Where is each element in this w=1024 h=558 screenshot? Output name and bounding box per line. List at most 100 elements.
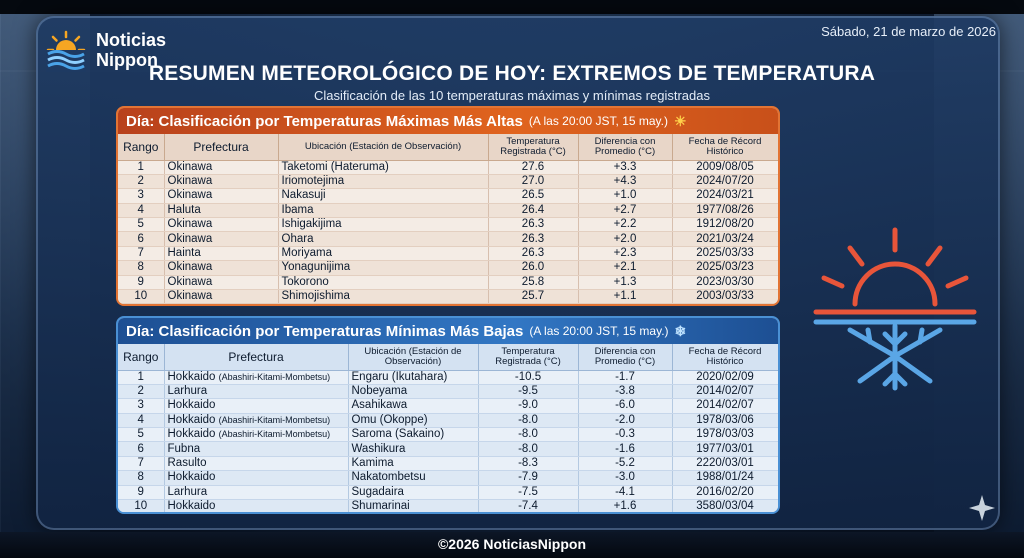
temperature-cell: 26.0 <box>488 260 579 276</box>
rank-cell: 2 <box>118 174 165 190</box>
col-location: Ubicación (Estación de Observación) <box>278 134 489 161</box>
rank-cell: 6 <box>118 231 165 247</box>
table-row: 6 Okinawa Ohara 26.3 +2.0 2021/03/24 <box>118 231 778 247</box>
table-row: 4 Hokkaido (Abashiri-Kitami-Mombetsu) Omu … <box>118 413 778 429</box>
location-cell: Moriyama <box>278 246 489 262</box>
col-record-date: Fecha de Récord Histórico <box>672 134 778 161</box>
rank-cell: 1 <box>118 370 165 385</box>
location-cell: Taketomi (Hateruma) <box>278 160 489 175</box>
rank-cell: 3 <box>118 398 165 414</box>
location-cell: Nobeyama <box>348 384 479 400</box>
prefecture-cell: Okinawa <box>164 260 279 276</box>
col-location: Ubicación (Estación de Observación) <box>348 344 479 371</box>
temperature-cell: -8.0 <box>478 413 579 429</box>
record-date-cell: 1977/08/26 <box>672 203 778 219</box>
location-cell: Nakasuji <box>278 188 489 204</box>
table-row: 1 Hokkaido (Abashiri-Kitami-Mombetsu) Enga… <box>118 370 778 385</box>
location-cell: Nakatombetsu <box>348 470 479 486</box>
table-row: 9 Larhura Sugadaira -7.5 -4.1 2016/02/20 <box>118 485 778 501</box>
col-rank: Rango <box>118 344 165 371</box>
record-date-cell: 2020/02/09 <box>672 370 778 385</box>
record-date-cell: 2021/03/24 <box>672 231 778 247</box>
difference-cell: -2.0 <box>578 413 673 429</box>
prefecture-cell: Larhura <box>164 384 349 400</box>
temperature-cell: -7.5 <box>478 485 579 501</box>
prefecture-cell: Hokkaido (Abashiri-Kitami-Mombetsu) <box>164 427 349 443</box>
location-cell: Tokorono <box>278 275 489 291</box>
record-date-cell: 2025/03/23 <box>672 260 778 276</box>
difference-cell: +1.0 <box>578 188 673 204</box>
page-title: RESUMEN METEOROLÓGICO DE HOY: EXTREMOS D… <box>148 62 876 85</box>
prefecture-cell: Hokkaido <box>164 470 349 486</box>
table-row: 3 Hokkaido Asahikawa -9.0 -6.0 2014/02/07 <box>118 398 778 414</box>
prefecture-cell: Fubna <box>164 441 349 457</box>
rank-cell: 6 <box>118 441 165 457</box>
col-temperature: Temperatura Registrada (°C) <box>488 134 579 161</box>
prefecture-cell: Hokkaido (Abashiri-Kitami-Mombetsu) <box>164 413 349 429</box>
col-temperature: Temperatura Registrada (°C) <box>478 344 579 371</box>
prefecture-cell: Okinawa <box>164 174 279 190</box>
temperature-cell: 26.3 <box>488 231 579 247</box>
record-date-cell: 1978/03/03 <box>672 427 778 443</box>
record-date-cell: 1978/03/06 <box>672 413 778 429</box>
table-row: 4 Haluta Ibama 26.4 +2.7 1977/08/26 <box>118 203 778 219</box>
col-difference: Diferencia con Promedio (°C) <box>578 344 673 371</box>
record-date-cell: 2220/03/01 <box>672 456 778 472</box>
temperature-cell: -9.5 <box>478 384 579 400</box>
record-date-cell: 3580/03/04 <box>672 499 778 512</box>
location-cell: Saroma (Sakaino) <box>348 427 479 443</box>
temperature-cell: 26.5 <box>488 188 579 204</box>
table-row: 9 Okinawa Tokorono 25.8 +1.3 2023/03/30 <box>118 275 778 291</box>
difference-cell: +2.1 <box>578 260 673 276</box>
table-row: 1 Okinawa Taketomi (Hateruma) 27.6 +3.3 2009/… <box>118 160 778 175</box>
temperature-cell: -8.0 <box>478 441 579 457</box>
location-cell: Omu (Okoppe) <box>348 413 479 429</box>
table-header-row: Rango Prefectura Ubicación (Estación de … <box>118 344 778 371</box>
col-rank: Rango <box>118 134 165 161</box>
prefecture-name: Larhura <box>167 385 208 398</box>
record-date-cell: 1988/01/24 <box>672 470 778 486</box>
record-date-cell: 2014/02/07 <box>672 384 778 400</box>
rank-cell: 2 <box>118 384 165 400</box>
prefecture-name: Hokkaido <box>167 399 216 412</box>
table-row: 10 Okinawa Shimojishima 25.7 +1.1 2003/03/33 <box>118 289 778 304</box>
temperature-cell: 26.3 <box>488 217 579 233</box>
prefecture-subregion: (Abashiri-Kitami-Mombetsu) <box>218 371 331 382</box>
rank-cell: 1 <box>118 160 165 175</box>
rank-cell: 8 <box>118 470 165 486</box>
prefecture-cell: Okinawa <box>164 275 279 291</box>
prefecture-name: Hokkaido <box>167 500 216 513</box>
difference-cell: +4.3 <box>578 174 673 190</box>
difference-cell: +1.3 <box>578 275 673 291</box>
rank-cell: 9 <box>118 485 165 501</box>
difference-cell: +3.3 <box>578 160 673 175</box>
record-date-cell: 2023/03/30 <box>672 275 778 291</box>
sun-snowflake-icon <box>813 227 977 391</box>
difference-cell: +1.1 <box>578 289 673 304</box>
table-row: 2 Okinawa Iriomotejima 27.0 +4.3 2024/07/20 <box>118 174 778 190</box>
difference-cell: -1.7 <box>578 370 673 385</box>
record-date-cell: 2024/07/20 <box>672 174 778 190</box>
temperature-cell: -7.9 <box>478 470 579 486</box>
prefecture-cell: Hainta <box>164 246 279 262</box>
prefecture-subregion: (Abashiri-Kitami-Mombetsu) <box>218 429 331 440</box>
table-row: 8 Okinawa Yonagunijima 26.0 +2.1 2025/03/23 <box>118 260 778 276</box>
table-row: 5 Hokkaido (Abashiri-Kitami-Mombetsu) Saro… <box>118 427 778 443</box>
difference-cell: +2.7 <box>578 203 673 219</box>
temperature-cell: 27.0 <box>488 174 579 190</box>
difference-cell: +1.6 <box>578 499 673 512</box>
sun-icon: ☀ <box>673 112 687 129</box>
rank-cell: 5 <box>118 427 165 443</box>
difference-cell: -0.3 <box>578 427 673 443</box>
difference-cell: -3.8 <box>578 384 673 400</box>
location-cell: Asahikawa <box>348 398 479 414</box>
prefecture-name: Hokkaido <box>167 428 216 441</box>
record-date-cell: 2014/02/07 <box>672 398 778 414</box>
table-row: 7 Rasulto Kamima -8.3 -5.2 2220/03/01 <box>118 456 778 472</box>
record-date-cell: 2025/03/33 <box>672 246 778 262</box>
record-date-cell: 1912/08/20 <box>672 217 778 233</box>
col-prefecture: Prefectura <box>164 134 279 161</box>
min-panel-heading: Día: Clasificación por Temperaturas Míni… <box>126 322 524 340</box>
rank-cell: 10 <box>118 289 165 304</box>
